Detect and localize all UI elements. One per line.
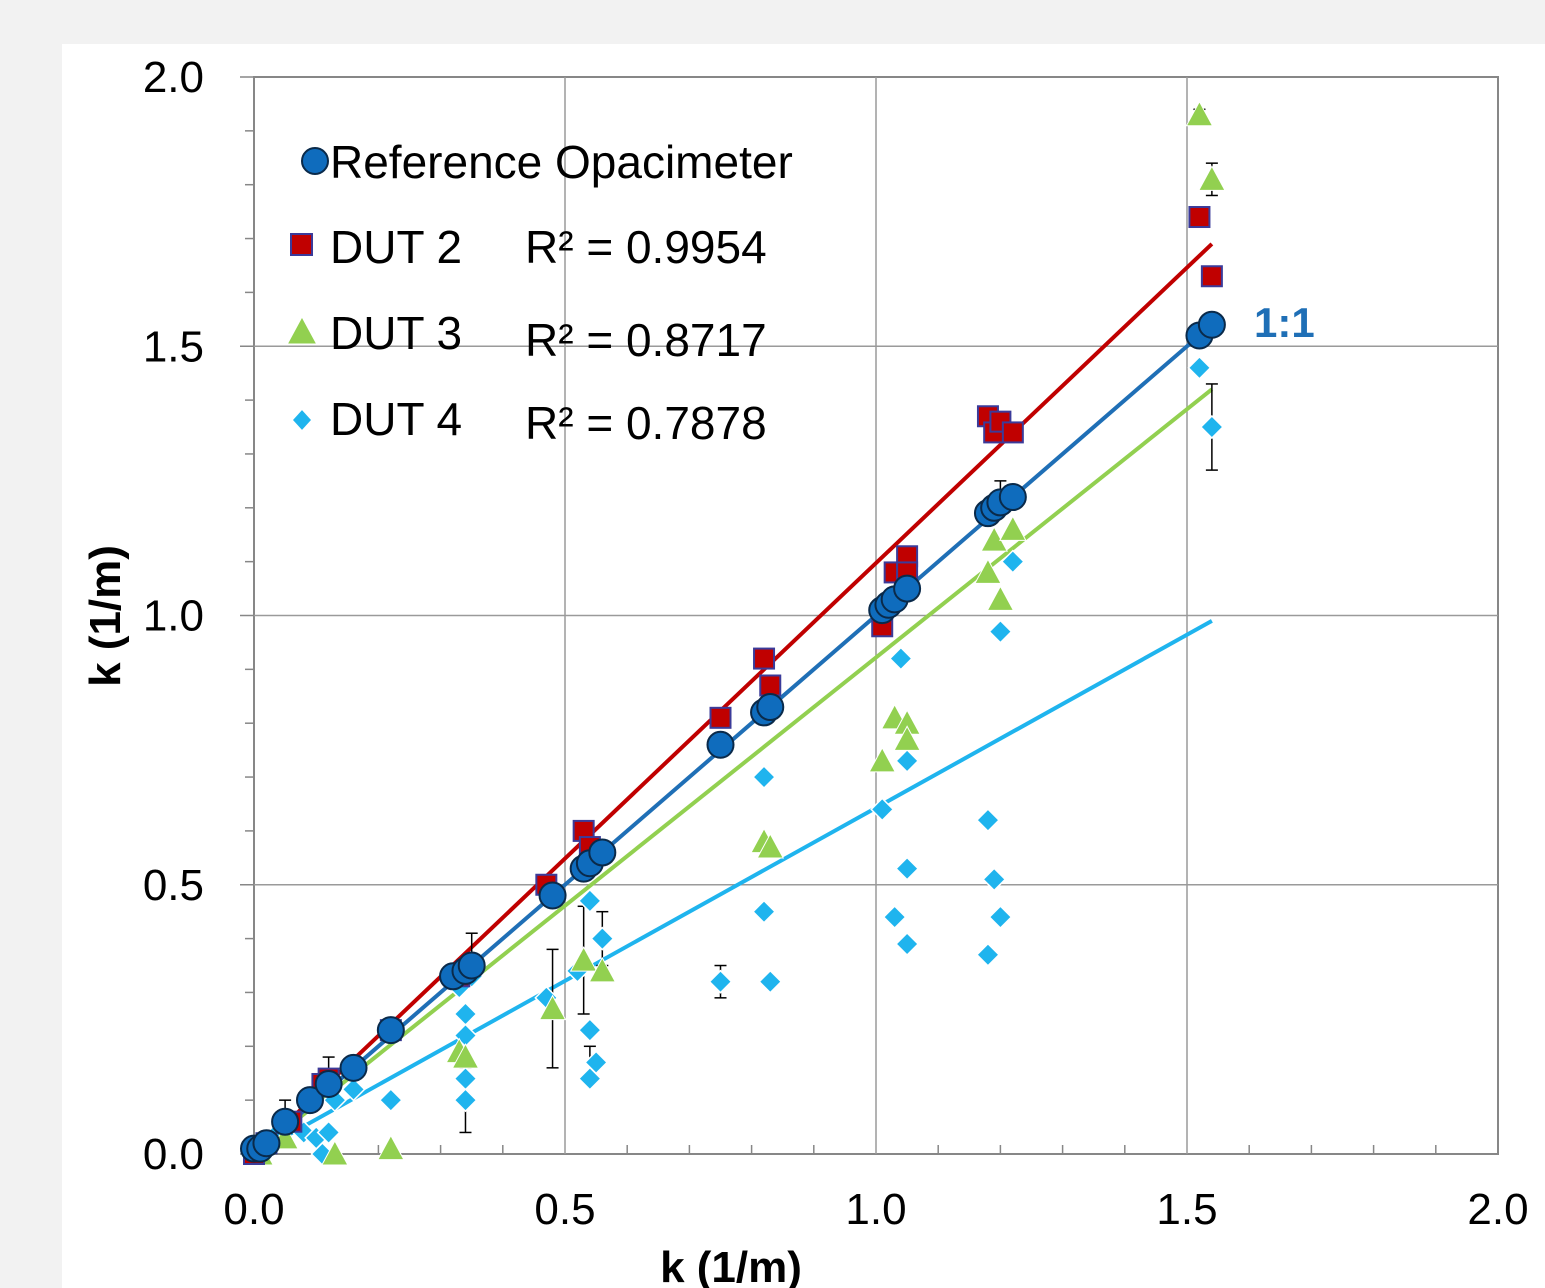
marker-dut2: [1200, 265, 1223, 288]
marker-dut2: [759, 674, 782, 697]
chart-panel: 0.0 0.5 1.0 1.5 2.0 0.0 0.5 1.0 1.5 2.0 k (1/m) k…: [62, 44, 1545, 1288]
trendline-square: [252, 242, 1214, 1156]
marker-dut4: [708, 969, 733, 994]
legend-label-dut4: DUT 4: [330, 393, 462, 445]
y-tick-label: 2.0: [143, 53, 204, 102]
legend-marker-dut2: [290, 233, 313, 256]
marker-dut3: [999, 515, 1027, 541]
marker-reference: [271, 1107, 300, 1136]
marker-reference: [295, 1086, 324, 1115]
marker-dut4: [758, 969, 783, 994]
marker-reference: [756, 693, 785, 722]
x-tick-label: 0.0: [223, 1185, 284, 1234]
marker-dut4: [751, 764, 777, 790]
marker-dut4: [577, 1066, 602, 1091]
marker-dut3: [974, 558, 1002, 584]
marker-dut4: [1187, 355, 1212, 380]
marker-dut4: [882, 904, 907, 930]
legend-marker-dut4: [290, 407, 314, 433]
trendlines: [252, 242, 1214, 1156]
marker-dut4: [453, 1088, 478, 1113]
marker-dut2: [1001, 421, 1024, 444]
marker-reference: [376, 1016, 405, 1045]
one-to-one-label: 1:1: [1254, 299, 1315, 346]
marker-reference: [339, 1053, 368, 1082]
marker-dut3: [588, 956, 617, 983]
x-tick-label: 2.0: [1467, 1185, 1528, 1234]
marker-dut4: [751, 899, 777, 924]
marker-dut3: [569, 946, 598, 972]
legend-label-dut2: DUT 2: [330, 221, 462, 273]
marker-dut4: [577, 888, 602, 913]
marker-dut3: [1185, 100, 1214, 127]
marker-dut2: [753, 647, 776, 670]
marker-reference: [588, 838, 617, 867]
marker-reference: [893, 574, 922, 603]
marker-dut4: [975, 808, 1001, 833]
marker-dut3: [868, 746, 897, 773]
marker-dut4: [982, 867, 1007, 892]
marker-dut4: [888, 646, 913, 671]
marker-reference: [538, 881, 567, 910]
x-tick-label: 1.0: [845, 1185, 906, 1234]
marker-reference: [314, 1069, 343, 1098]
legend-label-reference: Reference Opacimeter: [330, 136, 793, 188]
marker-dut4: [341, 1077, 366, 1102]
marker-reference: [998, 483, 1027, 512]
marker-dut4: [988, 904, 1013, 930]
y-tick-label: 1.0: [143, 592, 204, 641]
marker-dut2: [709, 706, 732, 729]
marker-dut3: [377, 1134, 405, 1161]
marker-dut4: [895, 856, 920, 881]
marker-dut4: [870, 797, 895, 822]
legend-r2-dut2: R² = 0.9954: [525, 221, 767, 273]
marker-dut4: [1000, 549, 1025, 574]
marker-dut3: [321, 1139, 349, 1166]
marker-dut4: [1199, 414, 1224, 440]
marker-dut4: [895, 931, 920, 957]
marker-reference: [706, 730, 735, 759]
y-tick-label: 1.5: [143, 322, 204, 371]
marker-dut4: [895, 748, 920, 773]
x-tick-label: 0.5: [534, 1185, 595, 1234]
marker-dut3: [1198, 165, 1226, 191]
marker-dut3: [451, 1043, 480, 1069]
data-markers: [240, 100, 1226, 1167]
y-axis-title: k (1/m): [81, 545, 130, 687]
marker-dut2: [1188, 206, 1211, 229]
legend-label-dut3: DUT 3: [330, 307, 462, 359]
legend-r2-dut3: R² = 0.8717: [525, 314, 767, 366]
marker-dut4: [577, 1018, 602, 1043]
marker-dut4: [316, 1120, 341, 1145]
marker-dut3: [986, 585, 1015, 611]
marker-dut3: [893, 725, 921, 751]
x-axis-title: k (1/m): [660, 1243, 802, 1288]
marker-reference: [1197, 310, 1226, 339]
trendline-diamond: [253, 619, 1213, 1156]
marker-dut4: [988, 619, 1013, 644]
chart-svg: 0.0 0.5 1.0 1.5 2.0 0.0 0.5 1.0 1.5 2.0 k (1/m) k…: [81, 53, 1529, 1288]
legend-marker-reference: [301, 147, 329, 175]
legend-r2-dut4: R² = 0.7878: [525, 397, 767, 449]
legend: Reference Opacimeter DUT 2 R² = 0.9954 D…: [288, 136, 793, 449]
marker-dut3: [538, 994, 567, 1021]
marker-dut4: [975, 942, 1001, 967]
trendline-triangle: [252, 387, 1214, 1156]
marker-reference: [457, 951, 486, 980]
x-tick-label: 1.5: [1156, 1185, 1217, 1234]
y-tick-label: 0.5: [143, 861, 204, 910]
tick-labels: 0.0 0.5 1.0 1.5 2.0 0.0 0.5 1.0 1.5 2.0: [143, 53, 1529, 1234]
marker-reference: [252, 1129, 281, 1158]
y-tick-label: 0.0: [143, 1130, 204, 1179]
marker-dut3: [756, 833, 785, 859]
marker-dut4: [590, 926, 615, 951]
marker-dut4: [378, 1088, 403, 1113]
legend-marker-dut3: [288, 317, 316, 344]
